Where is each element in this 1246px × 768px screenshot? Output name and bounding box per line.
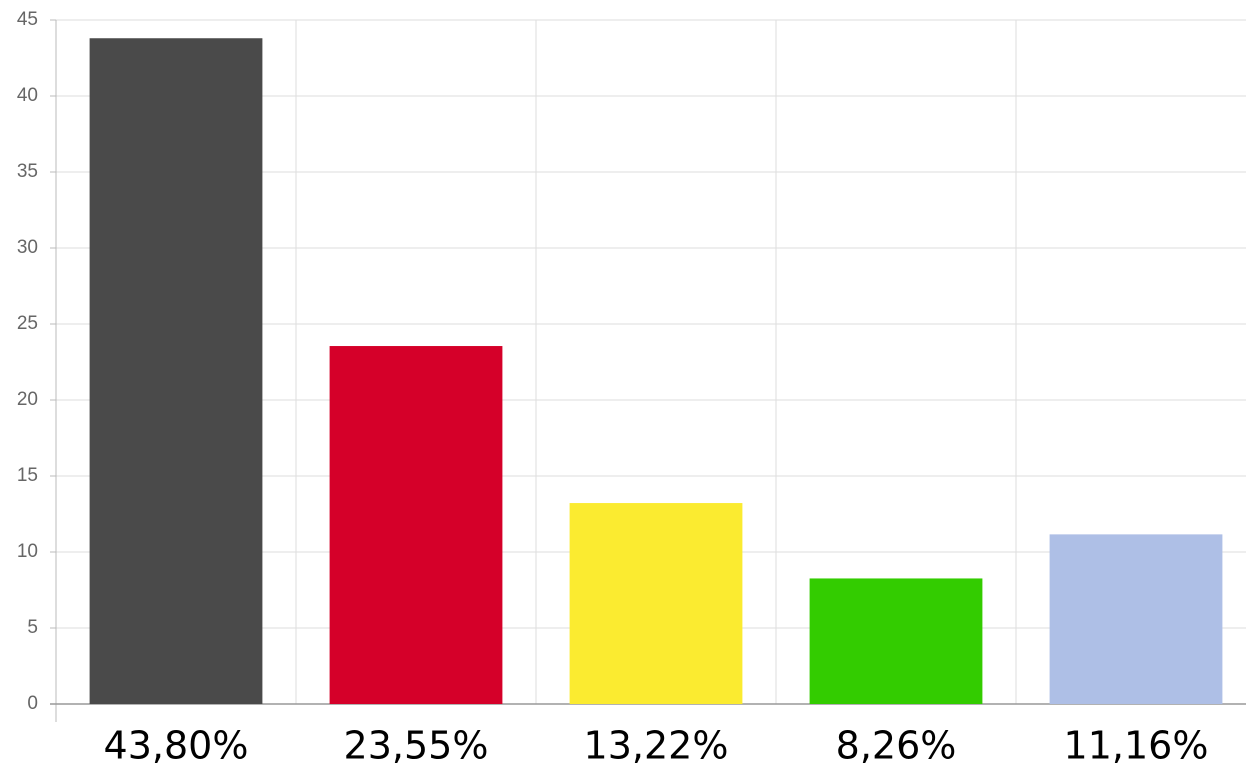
y-tick-label: 10 [17,541,38,562]
y-tick-label: 30 [17,237,38,258]
value-label: 23,55% [344,724,489,768]
value-label: 13,22% [584,724,729,768]
y-tick-label: 5 [27,617,38,638]
y-tick-label: 25 [17,313,38,334]
bar [1049,534,1223,704]
value-label: 11,16% [1064,724,1209,768]
y-tick-label: 20 [17,389,38,410]
bar [329,346,503,704]
y-tick-label: 0 [27,693,38,714]
bar [89,38,263,705]
value-label: 8,26% [836,724,957,768]
y-tick-label: 45 [17,9,38,30]
y-tick-label: 35 [17,161,38,182]
value-label: 43,80% [104,724,249,768]
y-tick-label: 40 [17,85,38,106]
bar [569,503,743,704]
bar [809,578,983,704]
y-tick-label: 15 [17,465,38,486]
